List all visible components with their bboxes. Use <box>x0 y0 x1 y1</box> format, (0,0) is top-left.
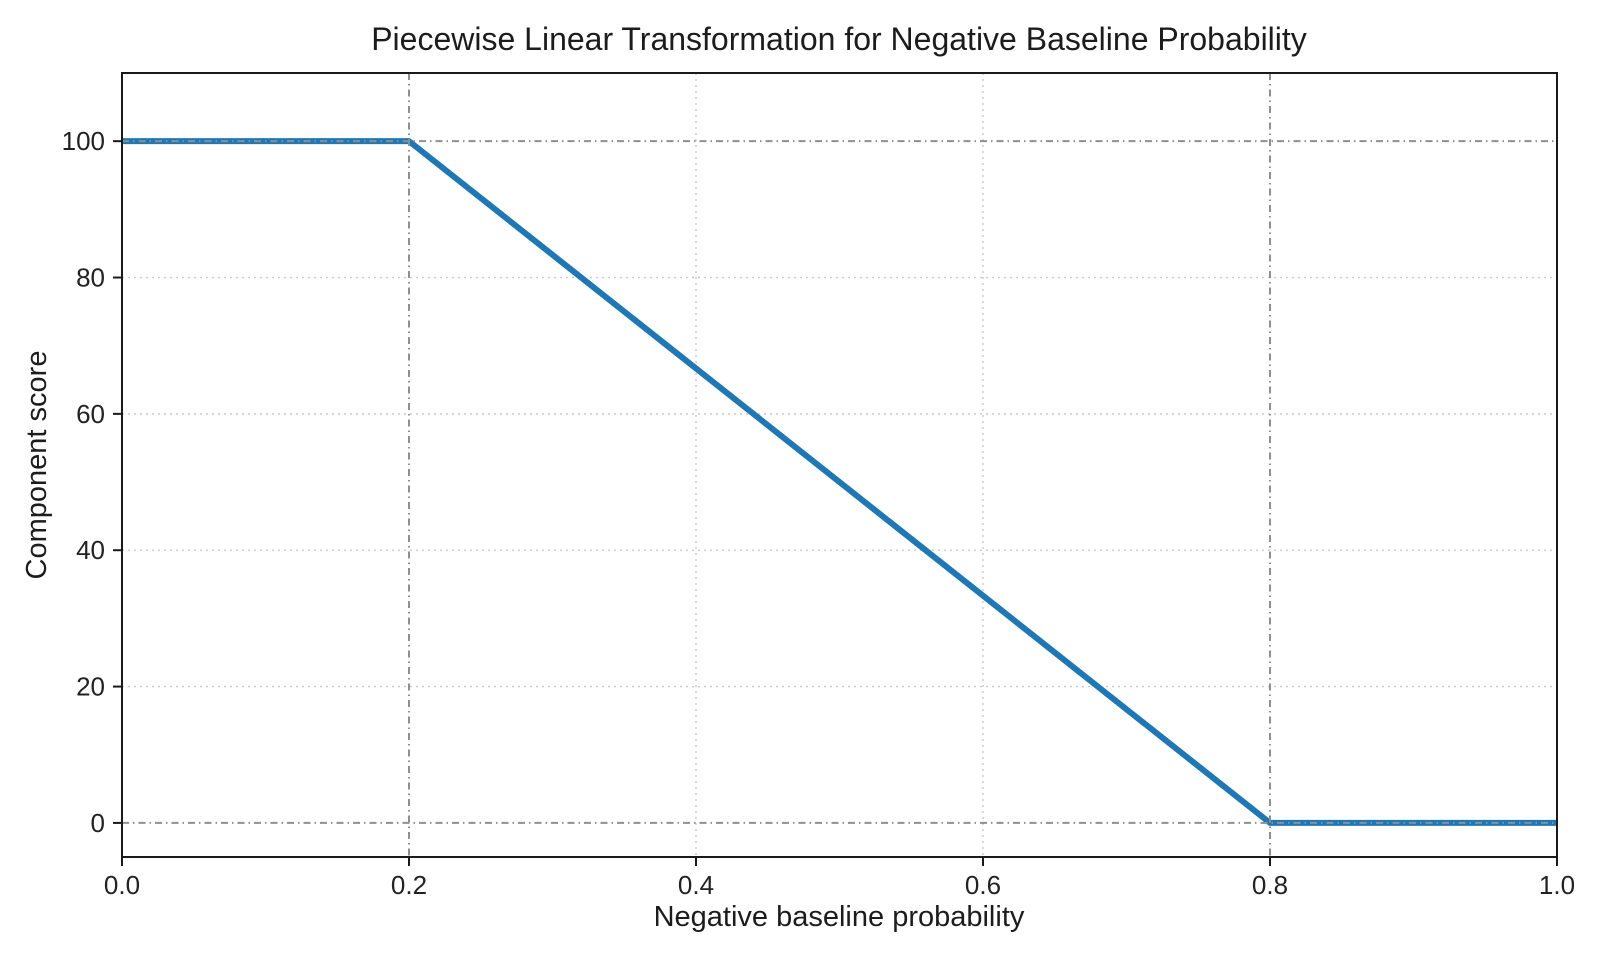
y-axis-ticks: 0 20 40 60 80 100 <box>62 126 122 838</box>
x-tick-label: 0.4 <box>678 870 714 900</box>
y-tick-label: 40 <box>76 535 105 565</box>
x-tick-label: 0.2 <box>391 870 427 900</box>
x-axis-ticks: 0.0 0.2 0.4 0.6 0.8 1.0 <box>104 857 1575 900</box>
y-tick-label: 80 <box>76 263 105 293</box>
plot-frame <box>121 72 1558 858</box>
plot-spines <box>121 72 1558 858</box>
y-tick-label: 100 <box>62 126 105 156</box>
y-axis-label: Component score <box>21 351 53 580</box>
chart-title: Piecewise Linear Transformation for Nega… <box>371 21 1307 57</box>
x-tick-label: 0.8 <box>1252 870 1288 900</box>
x-tick-label: 0.6 <box>965 870 1001 900</box>
x-tick-label: 0.0 <box>104 870 140 900</box>
y-tick-label: 20 <box>76 672 105 702</box>
y-tick-label: 0 <box>91 808 105 838</box>
y-tick-label: 60 <box>76 399 105 429</box>
x-tick-label: 1.0 <box>1539 870 1575 900</box>
reference-lines <box>122 73 1557 857</box>
data-series <box>122 138 1557 826</box>
grid-lines <box>121 73 1558 857</box>
x-axis-label: Negative baseline probability <box>654 901 1025 933</box>
series-line-component-score <box>122 138 1557 826</box>
